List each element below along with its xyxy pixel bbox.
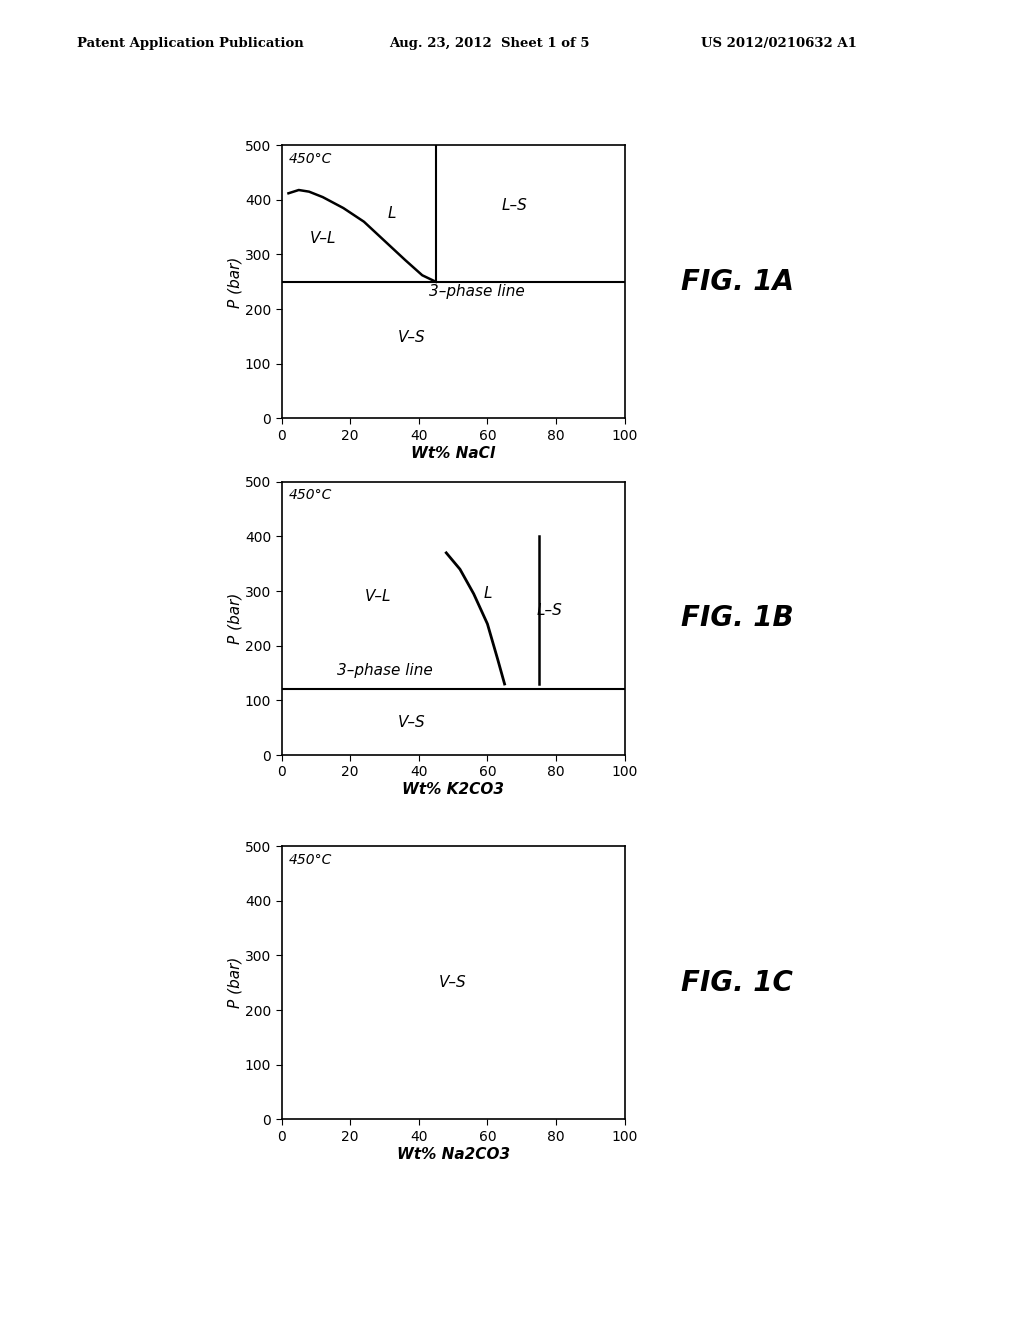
Y-axis label: P (bar): P (bar) <box>227 256 242 308</box>
Text: FIG. 1A: FIG. 1A <box>681 268 794 296</box>
Text: L–S: L–S <box>537 603 562 618</box>
Text: Patent Application Publication: Patent Application Publication <box>77 37 303 50</box>
Text: FIG. 1C: FIG. 1C <box>681 969 793 997</box>
Text: V–S: V–S <box>439 975 467 990</box>
Text: 3–phase line: 3–phase line <box>337 663 432 678</box>
Text: L: L <box>387 206 395 220</box>
Text: Aug. 23, 2012  Sheet 1 of 5: Aug. 23, 2012 Sheet 1 of 5 <box>389 37 590 50</box>
X-axis label: Wt% Na2CO3: Wt% Na2CO3 <box>396 1147 510 1162</box>
Text: V–L: V–L <box>365 589 391 605</box>
Text: L–S: L–S <box>502 198 527 213</box>
Text: 450°C: 450°C <box>289 853 332 867</box>
X-axis label: Wt% NaCl: Wt% NaCl <box>411 446 496 461</box>
X-axis label: Wt% K2CO3: Wt% K2CO3 <box>402 783 504 797</box>
Text: L: L <box>483 586 492 602</box>
Y-axis label: P (bar): P (bar) <box>227 593 242 644</box>
Text: 450°C: 450°C <box>289 152 332 166</box>
Text: 450°C: 450°C <box>289 488 332 503</box>
Text: V–S: V–S <box>398 330 426 345</box>
Text: FIG. 1B: FIG. 1B <box>681 605 794 632</box>
Y-axis label: P (bar): P (bar) <box>227 957 242 1008</box>
Text: V–L: V–L <box>309 231 336 246</box>
Text: V–S: V–S <box>398 714 426 730</box>
Text: US 2012/0210632 A1: US 2012/0210632 A1 <box>701 37 857 50</box>
Text: 3–phase line: 3–phase line <box>429 284 525 300</box>
